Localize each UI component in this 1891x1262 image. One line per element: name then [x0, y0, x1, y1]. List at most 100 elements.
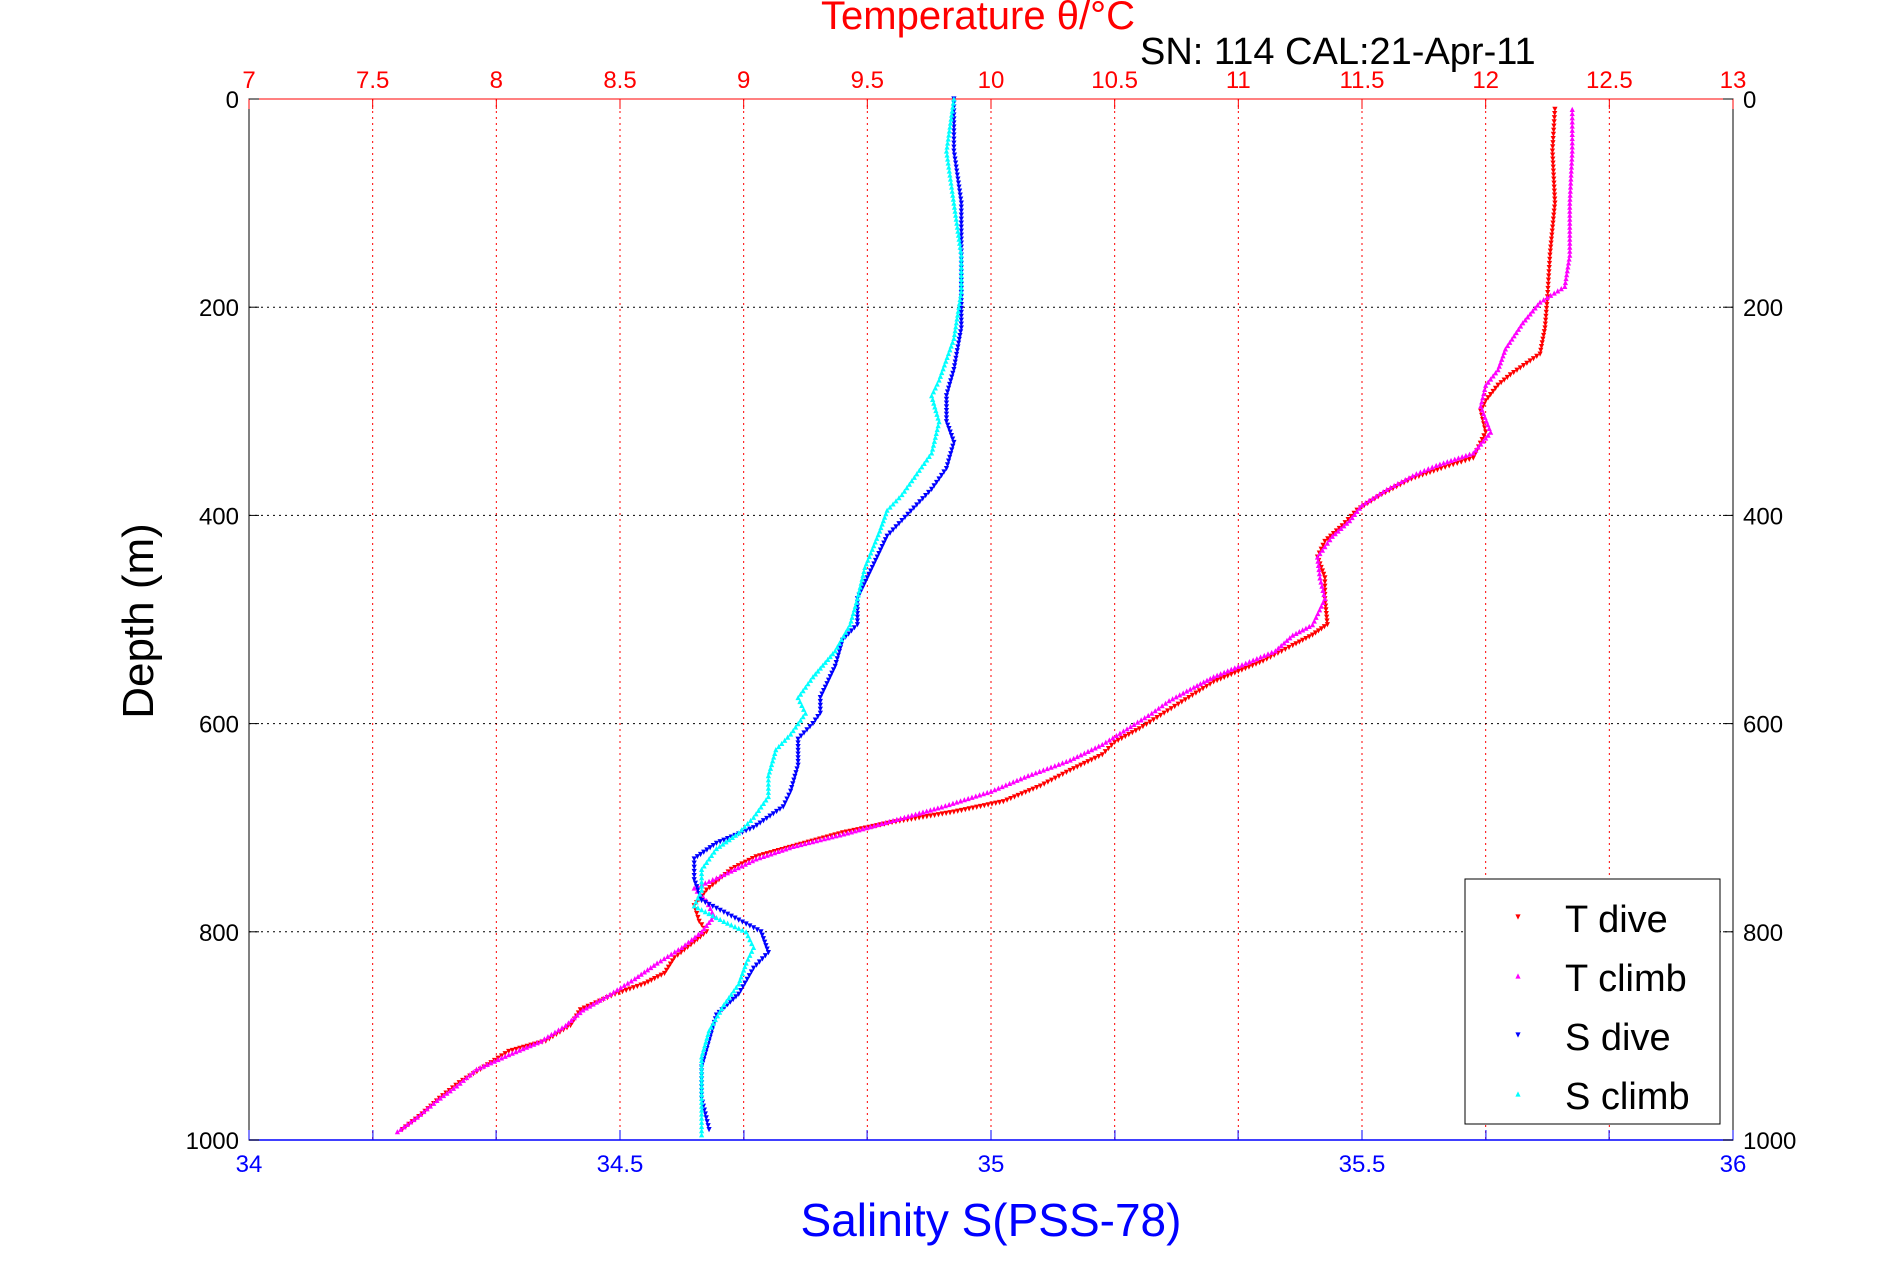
data-point	[1567, 188, 1573, 194]
data-point	[1545, 277, 1552, 283]
data-point	[957, 798, 964, 804]
data-point	[699, 870, 705, 877]
data-point	[607, 991, 613, 997]
data-point	[920, 809, 926, 815]
data-point	[1127, 723, 1134, 730]
data-point	[1534, 353, 1540, 359]
data-point	[1492, 370, 1499, 376]
data-point	[506, 1048, 512, 1055]
data-point	[1370, 495, 1376, 501]
data-point	[724, 911, 731, 917]
data-point	[929, 486, 935, 492]
data-point	[954, 168, 960, 174]
data-point	[1511, 333, 1517, 339]
data-point	[950, 800, 956, 806]
data-point	[1356, 505, 1363, 511]
data-point	[866, 553, 872, 560]
data-point	[946, 132, 952, 138]
data-point	[1482, 386, 1488, 393]
data-point	[699, 1076, 705, 1082]
data-point	[1067, 767, 1073, 774]
data-point	[992, 787, 998, 793]
data-point	[1158, 712, 1164, 719]
data-point	[945, 140, 951, 146]
data-point	[727, 999, 733, 1005]
data-point	[703, 1039, 709, 1045]
data-point	[762, 939, 768, 945]
top-axis-tick-label: 9	[737, 67, 750, 94]
data-point	[1321, 571, 1327, 577]
data-point	[850, 610, 856, 617]
data-point	[1099, 752, 1105, 758]
data-point	[699, 1061, 705, 1067]
data-point	[661, 970, 668, 977]
data-point	[993, 800, 999, 806]
data-point	[932, 385, 938, 391]
data-point	[801, 706, 807, 712]
data-point	[1033, 770, 1039, 776]
data-point	[943, 465, 950, 472]
data-point	[675, 947, 681, 953]
data-point	[732, 832, 739, 838]
data-point	[699, 1084, 705, 1090]
data-point	[398, 1126, 404, 1132]
data-point	[721, 871, 727, 878]
data-point	[952, 328, 958, 334]
data-point	[852, 828, 858, 834]
data-point	[1552, 106, 1558, 113]
data-point	[958, 807, 965, 814]
data-point	[953, 324, 959, 330]
data-point	[699, 1115, 705, 1121]
data-point	[464, 1074, 470, 1081]
data-point	[783, 846, 789, 852]
data-point	[1495, 382, 1501, 388]
series-s-climb	[691, 96, 964, 1138]
data-point	[931, 400, 937, 406]
data-point	[767, 813, 773, 819]
data-point	[764, 815, 770, 822]
data-point	[1509, 336, 1515, 342]
data-point	[951, 96, 957, 102]
data-point	[947, 124, 953, 130]
data-point	[760, 853, 767, 860]
data-point	[424, 1106, 430, 1112]
data-point	[770, 811, 776, 817]
data-point	[1320, 542, 1326, 548]
data-point	[706, 1028, 712, 1034]
data-point	[414, 1114, 420, 1120]
data-point	[729, 834, 735, 840]
data-point	[699, 1123, 705, 1130]
data-point	[958, 232, 964, 238]
data-point	[949, 188, 955, 194]
data-point	[583, 1005, 589, 1011]
data-point	[1569, 140, 1575, 146]
data-point	[1567, 204, 1573, 210]
data-point	[1540, 336, 1546, 342]
data-point	[1041, 781, 1047, 787]
data-point	[914, 502, 920, 508]
data-point	[699, 1080, 705, 1086]
data-point	[958, 280, 964, 287]
data-point	[1214, 672, 1220, 678]
data-point	[1537, 351, 1543, 357]
legend-entries: T dive T climb S dive S climb	[1515, 899, 1690, 1118]
data-point	[943, 404, 950, 410]
data-point	[1567, 192, 1573, 198]
data-point	[611, 989, 617, 995]
data-point	[1311, 618, 1317, 624]
data-point	[802, 710, 809, 716]
data-point	[825, 677, 832, 683]
data-point	[444, 1090, 450, 1096]
data-point	[944, 152, 950, 158]
data-point	[1287, 635, 1293, 641]
data-point	[943, 396, 950, 403]
data-point	[1300, 627, 1306, 633]
data-point	[866, 571, 872, 577]
top-axis-tick-label: 12.5	[1586, 67, 1633, 94]
data-point	[641, 969, 647, 975]
data-point	[1384, 486, 1390, 492]
data-point	[955, 180, 962, 186]
data-point	[954, 316, 960, 322]
data-point	[1345, 516, 1351, 523]
data-point	[1552, 196, 1558, 202]
